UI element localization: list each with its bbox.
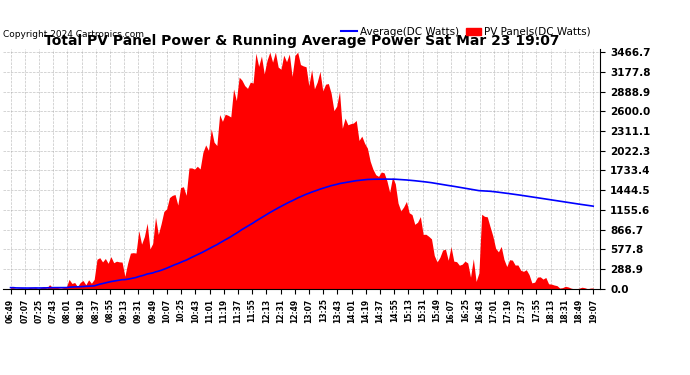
Title: Total PV Panel Power & Running Average Power Sat Mar 23 19:07: Total PV Panel Power & Running Average P… — [44, 34, 560, 48]
Text: Copyright 2024 Cartronics.com: Copyright 2024 Cartronics.com — [3, 30, 144, 39]
Legend: Average(DC Watts), PV Panels(DC Watts): Average(DC Watts), PV Panels(DC Watts) — [337, 23, 595, 41]
